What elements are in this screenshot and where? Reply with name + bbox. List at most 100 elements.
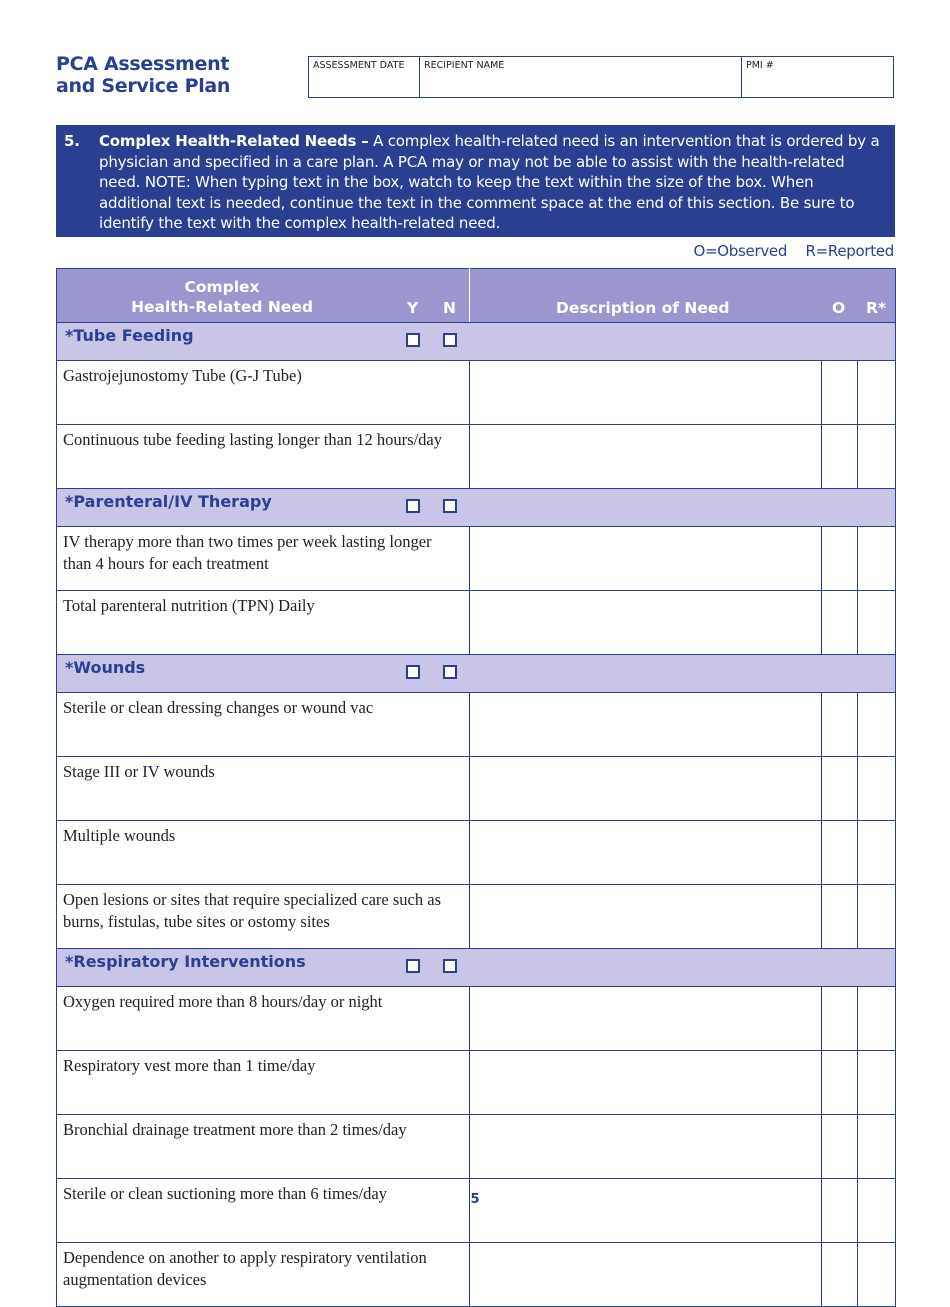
reported-cell[interactable] [856,1050,897,1115]
yes-checkbox[interactable] [406,499,420,513]
table-row: Total parenteral nutrition (TPN) Daily [56,590,897,655]
reported-cell[interactable] [856,820,897,885]
group-label: *Respiratory Interventions [65,952,306,971]
assessment-date-field[interactable]: ASSESSMENT DATE [309,57,420,97]
o-column-header: O [832,299,846,317]
pmi-field[interactable]: PMI # [746,60,774,71]
table-row: Dependence on another to apply respirato… [56,1242,897,1307]
need-label: Open lesions or sites that require speci… [56,884,470,949]
observed-cell[interactable] [821,820,858,885]
description-input[interactable] [469,424,822,489]
recipient-name-field[interactable]: RECIPIENT NAME [420,57,742,97]
need-label: Oxygen required more than 8 hours/day or… [56,986,470,1051]
reported-cell[interactable] [856,692,897,757]
need-label: Bronchial drainage treatment more than 2… [56,1114,470,1179]
form-title: PCA Assessment and Service Plan [56,53,230,97]
description-input[interactable] [469,526,822,591]
page: PCA Assessment and Service Plan ASSESSME… [56,53,897,1307]
group-row-respiratory-interventions: *Respiratory Interventions [56,948,897,987]
table-row: IV therapy more than two times per week … [56,526,897,591]
reported-cell[interactable] [856,884,897,949]
section-banner: 5. Complex Health-Related Needs – A comp… [56,125,895,237]
table-row: Open lesions or sites that require speci… [56,884,897,949]
need-label: Respiratory vest more than 1 time/day [56,1050,470,1115]
reported-cell[interactable] [856,360,897,425]
no-checkbox[interactable] [443,665,457,679]
y-column-header: Y [407,299,419,317]
group-label: *Parenteral/IV Therapy [65,492,272,511]
observed-cell[interactable] [821,590,858,655]
description-header: Description of Need [556,299,730,317]
table-row: Multiple wounds [56,820,897,885]
table-row: Bronchial drainage treatment more than 2… [56,1114,897,1179]
observed-cell[interactable] [821,526,858,591]
no-checkbox[interactable] [443,499,457,513]
reported-cell[interactable] [856,1178,897,1243]
description-input[interactable] [469,756,822,821]
section-number: 5. [64,132,80,150]
yes-checkbox[interactable] [406,333,420,347]
description-input[interactable] [469,692,822,757]
observed-cell[interactable] [821,1050,858,1115]
yes-checkbox[interactable] [406,665,420,679]
need-label: Gastrojejunostomy Tube (G-J Tube) [56,360,470,425]
need-label: Total parenteral nutrition (TPN) Daily [56,590,470,655]
description-input[interactable] [469,884,822,949]
group-label: *Tube Feeding [65,326,194,345]
reported-cell[interactable] [856,424,897,489]
description-input[interactable] [469,1242,822,1307]
reported-cell[interactable] [856,590,897,655]
observed-cell[interactable] [821,884,858,949]
reported-cell[interactable] [856,986,897,1051]
yes-checkbox[interactable] [406,959,420,973]
table-row: Sterile or clean dressing changes or wou… [56,692,897,757]
need-header-line-1: Complex [184,278,260,296]
reported-cell[interactable] [856,526,897,591]
observed-cell[interactable] [821,756,858,821]
section-description: A complex health-related need is an inte… [99,132,880,232]
table-row: Continuous tube feeding lasting longer t… [56,424,897,489]
title-line-1: PCA Assessment [56,53,230,75]
table-row: Respiratory vest more than 1 time/day [56,1050,897,1115]
observed-cell[interactable] [821,986,858,1051]
table-row: Stage III or IV wounds [56,756,897,821]
description-input[interactable] [469,1178,822,1243]
table-row: Oxygen required more than 8 hours/day or… [56,986,897,1051]
description-input[interactable] [469,590,822,655]
table-header: Complex Health-Related Need Y N Descript… [56,268,897,323]
need-label: Dependence on another to apply respirato… [56,1242,470,1307]
reported-cell[interactable] [856,1242,897,1307]
description-input[interactable] [469,1114,822,1179]
observed-cell[interactable] [821,360,858,425]
need-label: Stage III or IV wounds [56,756,470,821]
group-spacer [469,948,897,987]
observed-cell[interactable] [821,1178,858,1243]
need-label: Continuous tube feeding lasting longer t… [56,424,470,489]
r-column-header: R* [866,299,887,317]
description-input[interactable] [469,986,822,1051]
reported-cell[interactable] [856,1114,897,1179]
group-label-cell: *Respiratory Interventions [56,948,470,987]
group-spacer [469,488,897,527]
table-row: Gastrojejunostomy Tube (G-J Tube) [56,360,897,425]
need-label: Sterile or clean suctioning more than 6 … [56,1178,470,1243]
need-header-line-2: Health-Related Need [131,298,313,316]
description-input[interactable] [469,1050,822,1115]
observed-cell[interactable] [821,692,858,757]
observed-cell[interactable] [821,424,858,489]
reported-cell[interactable] [856,756,897,821]
legend: O=Observed R=Reported [680,242,895,260]
no-checkbox[interactable] [443,333,457,347]
observed-cell[interactable] [821,1114,858,1179]
description-input[interactable] [469,360,822,425]
table-row: Sterile or clean suctioning more than 6 … [56,1178,897,1243]
need-label: Multiple wounds [56,820,470,885]
title-line-2: and Service Plan [56,75,231,97]
section-title: Complex Health-Related Needs – [99,132,369,150]
group-row-wounds: *Wounds [56,654,897,693]
observed-cell[interactable] [821,1242,858,1307]
description-input[interactable] [469,820,822,885]
legend-reported: R=Reported [805,242,895,260]
no-checkbox[interactable] [443,959,457,973]
group-spacer [469,322,897,361]
